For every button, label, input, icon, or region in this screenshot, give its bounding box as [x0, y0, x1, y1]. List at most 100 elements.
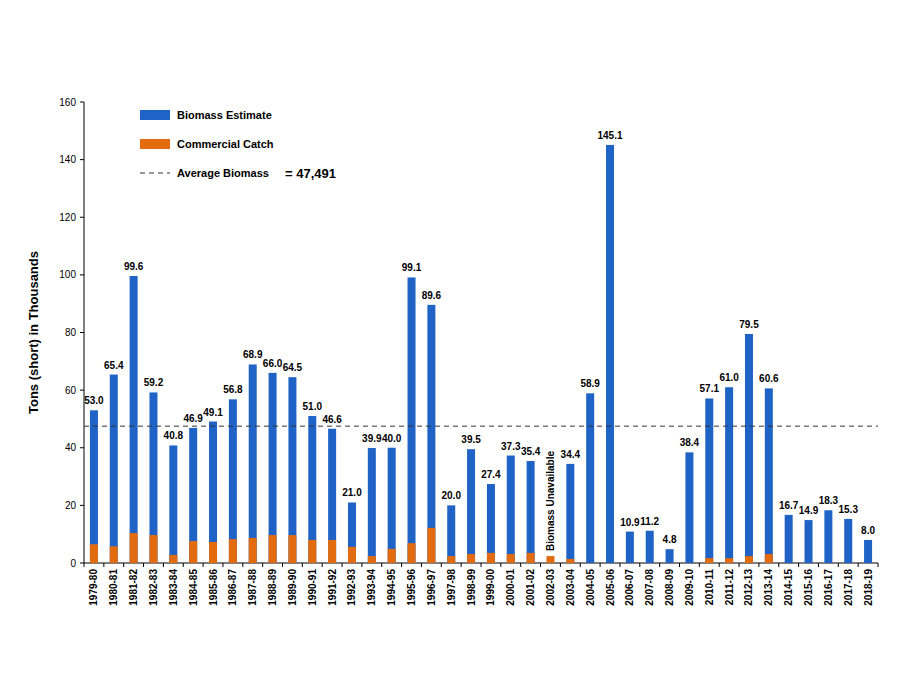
x-tick-label: 2015-16 [803, 569, 814, 606]
x-tick-label: 1995-96 [406, 569, 417, 606]
x-tick-label: 2013-14 [763, 569, 774, 606]
x-tick [143, 563, 144, 567]
x-tick [858, 563, 859, 567]
data-label: 53.0 [84, 395, 104, 406]
bar [765, 388, 773, 563]
x-tick-label: 1983-84 [168, 569, 179, 606]
bar [606, 563, 614, 564]
x-tick [421, 563, 422, 567]
x-tick [838, 563, 839, 567]
bars [84, 145, 878, 563]
bar [586, 563, 594, 564]
bar [130, 276, 138, 563]
bar [368, 448, 376, 563]
bar [646, 531, 654, 563]
data-label: 99.6 [124, 261, 144, 272]
bar [130, 533, 138, 563]
data-label: 38.4 [680, 437, 700, 448]
bar [824, 563, 832, 564]
x-tick [580, 563, 581, 567]
y-tick [80, 505, 84, 506]
x-tick-label: 2009-10 [684, 569, 695, 606]
x-tick-label: 2016-17 [823, 569, 834, 606]
data-label: 39.9 [362, 433, 382, 444]
x-tick-label: 1997-98 [446, 569, 457, 606]
x-tick [699, 563, 700, 567]
data-label: 16.7 [779, 500, 799, 511]
x-tick [84, 563, 85, 567]
y-tick-label: 60 [65, 385, 77, 396]
bar [229, 539, 237, 563]
bar [169, 445, 177, 563]
bar [705, 558, 713, 563]
bar [745, 334, 753, 563]
x-tick [242, 563, 243, 567]
y-tick-label: 100 [59, 269, 76, 280]
y-tick-label: 120 [59, 212, 76, 223]
y-tick [80, 332, 84, 333]
x-tick-label: 2006-07 [624, 569, 635, 606]
x-tick-label: 1988-89 [267, 569, 278, 606]
bar [566, 464, 574, 563]
x-tick-label: 2018-19 [863, 569, 874, 606]
data-label: 60.6 [759, 373, 779, 384]
data-label: 79.5 [739, 319, 759, 330]
x-tick-label: 1986-87 [227, 569, 238, 606]
x-tick [401, 563, 402, 567]
bar [606, 145, 614, 563]
data-label: 46.9 [183, 413, 203, 424]
x-tick-label: 2007-08 [644, 569, 655, 606]
bar [189, 541, 197, 563]
data-label: 10.9 [620, 517, 640, 528]
bar [308, 416, 316, 563]
data-label: 59.2 [144, 377, 164, 388]
x-tick [758, 563, 759, 567]
x-tick [322, 563, 323, 567]
bar [646, 563, 654, 564]
bar [765, 554, 773, 563]
bar [507, 554, 515, 563]
x-tick [639, 563, 640, 567]
data-label: 15.3 [838, 504, 858, 515]
bar [864, 540, 872, 563]
y-tick [80, 102, 84, 103]
data-label: 21.0 [342, 487, 362, 498]
x-tick [540, 563, 541, 567]
bar [705, 398, 713, 563]
x-tick [262, 563, 263, 567]
data-label: 14.9 [799, 505, 819, 516]
bar [149, 392, 157, 563]
bar [487, 484, 495, 563]
data-label: 56.8 [223, 384, 243, 395]
x-tick-label: 1979-80 [88, 569, 99, 606]
data-label: 145.1 [598, 130, 623, 141]
bar [805, 520, 813, 563]
legend-label: Average Biomass [177, 167, 269, 179]
x-tick-label: 1984-85 [188, 569, 199, 606]
x-tick [659, 563, 660, 567]
x-tick-label: 1996-97 [426, 569, 437, 606]
y-tick [80, 159, 84, 160]
bar [249, 538, 257, 563]
bar [90, 544, 98, 563]
x-tick [778, 563, 779, 567]
data-label: 18.3 [819, 495, 839, 506]
bar [110, 546, 118, 563]
legend-swatch [140, 139, 170, 149]
bar [388, 448, 396, 563]
bar [824, 510, 832, 563]
y-tick-label: 20 [65, 500, 77, 511]
x-tick-label: 1980-81 [108, 569, 119, 606]
bar [785, 515, 793, 563]
bar [169, 555, 177, 563]
data-label: 66.0 [263, 358, 283, 369]
bar [249, 364, 257, 563]
y-tick-label: 160 [59, 97, 76, 108]
x-tick [560, 563, 561, 567]
bar [408, 543, 416, 563]
y-tick [80, 274, 84, 275]
bar [844, 519, 852, 563]
bar [110, 375, 118, 563]
bar [626, 532, 634, 563]
data-label: 20.0 [441, 490, 461, 501]
